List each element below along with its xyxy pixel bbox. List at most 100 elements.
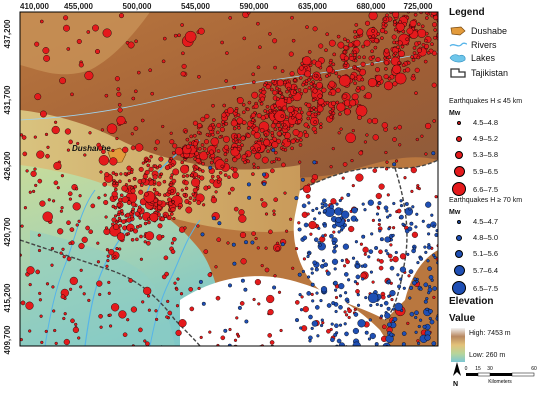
earthquake-layer [20,12,438,346]
earthquake-dot [367,337,371,341]
earthquake-dot [321,234,325,238]
earthquake-dot [211,118,216,122]
earthquake-dot [310,267,314,271]
earthquake-dot [125,212,131,218]
earthquake-dot [60,206,64,210]
earthquake-dot [426,51,431,55]
earthquake-dot [301,269,305,274]
earthquake-dot [188,196,193,200]
earthquake-dot [352,327,360,335]
earthquake-dot [184,186,189,191]
earthquake-dot [76,141,80,146]
earthquake-dot [307,201,311,205]
earthquake-dot [279,328,283,333]
earthquake-dot [328,60,333,65]
earthquake-dot [431,151,436,156]
earthquake-dot [214,159,226,170]
earthquake-dot [315,291,319,295]
earthquake-dot [180,23,184,27]
earthquake-dot [175,304,180,308]
magnitude-dot [456,135,462,142]
earthquake-dot [289,217,293,221]
earthquake-dot [280,242,285,247]
earthquake-dot [332,248,337,254]
earthquake-dot [290,15,294,20]
earthquake-dot [272,209,276,213]
earthquake-dot [344,331,349,337]
earthquake-dot [346,39,350,43]
earthquake-dot [134,39,138,44]
earthquake-dot [130,237,135,242]
earthquake-dot [304,132,310,138]
earthquake-dot [361,202,365,206]
earthquake-dot [194,151,199,156]
earthquake-dot [227,175,231,179]
earthquake-dot [369,270,373,274]
earthquake-dot [154,139,160,145]
earthquake-dot [405,67,411,73]
earthquake-dot [355,218,359,222]
earthquake-dot [185,137,190,142]
earthquake-dot [230,119,238,127]
earthquake-dot [118,247,122,251]
earthquake-dot [74,187,79,191]
earthquake-dot [169,139,175,145]
earthquake-dot [39,314,43,318]
earthquake-dot [57,228,64,235]
earthquake-dot [208,165,213,170]
earthquake-dot [260,115,266,121]
y-axis-left: 437,200 431,700 426,200 420,700 415,200 409,7… [3,19,12,354]
earthquake-dot [428,316,432,321]
earthquake-dot [414,310,419,316]
earthquake-dot [380,36,384,40]
magnitude-label: 4.5–4.8 [473,118,499,127]
earthquake-dot [222,103,226,108]
legend-title: Legend [449,7,485,18]
earthquake-dot [356,28,364,36]
earthquake-dot [259,102,264,106]
earthquake-dot [308,314,313,320]
earthquake-dot [240,258,247,265]
shallow-mw: Mw [449,110,461,117]
earthquake-dot [311,208,315,212]
earthquake-dot [230,186,235,192]
earthquake-dot [196,130,201,135]
earthquake-dot [152,205,157,210]
earthquake-dot [417,41,422,45]
earthquake-dot [44,132,49,136]
earthquake-dot [432,22,438,28]
earthquake-dot [384,81,394,91]
earthquake-dot [210,197,218,204]
deep-title: Earthquakes H ≥ 70 km [449,197,523,204]
earthquake-dot [202,146,207,151]
earthquake-dot [236,97,244,104]
earthquake-dot [344,61,348,65]
earthquake-dot [199,175,205,181]
earthquake-dot [161,59,166,64]
earthquake-dot [382,342,391,346]
earthquake-dot [414,330,418,334]
earthquake-dot [351,93,359,101]
earthquake-dot [131,96,136,101]
earthquake-dot [408,207,412,211]
earthquake-dot [432,253,436,257]
earthquake-dot [374,342,379,346]
earthquake-dot [147,217,151,221]
earthquake-dot [417,187,421,191]
earthquake-dot [317,93,323,99]
earthquake-dot [310,271,314,275]
earthquake-dot [318,125,323,129]
earthquake-dot [430,278,434,282]
earthquake-dot [113,205,118,210]
map-area[interactable]: Dushanbe [19,0,458,353]
earthquake-dot [297,272,302,277]
earthquake-dot [195,158,201,164]
earthquake-dot [286,86,291,91]
earthquake-dot [121,185,128,192]
earthquake-dot [410,55,414,59]
earthquake-dot [353,35,358,40]
earthquake-dot [309,232,313,236]
earthquake-dot [295,139,300,143]
earthquake-dot [157,192,162,197]
elevation-title: Elevation [449,296,494,307]
